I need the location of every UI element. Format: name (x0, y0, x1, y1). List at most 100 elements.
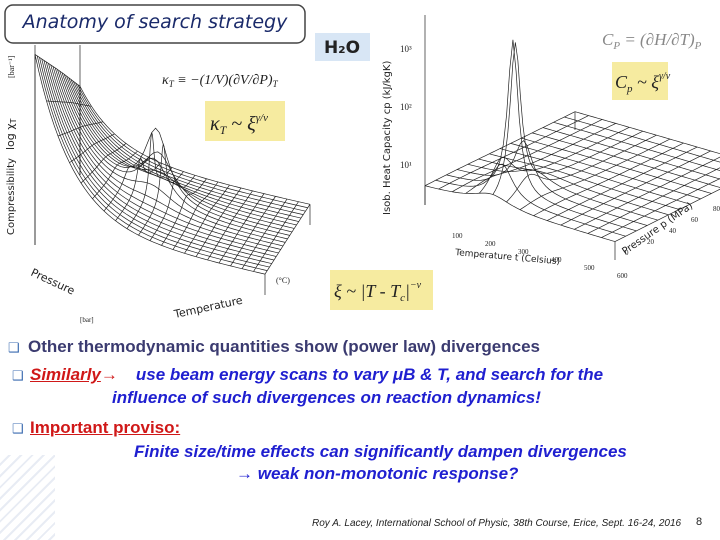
f-part: p (626, 83, 633, 95)
substance-box (315, 33, 370, 61)
mesh-line (184, 184, 230, 254)
body-text: use beam energy scans to vary μB & T, an… (135, 365, 604, 384)
decoration (0, 455, 55, 540)
f-part: κ (210, 113, 220, 135)
f-part: T (273, 79, 279, 89)
mesh-line (77, 84, 308, 209)
bullet: ❑ (12, 421, 24, 436)
mesh-line (70, 79, 302, 219)
formula-box (612, 62, 668, 100)
left-z-unit: [bar] (80, 316, 94, 324)
right-y-ticks: 10³ 10² 10¹ (400, 44, 412, 170)
left-y-symbol: log χT (4, 118, 18, 150)
left-y-symbol-sub: T (9, 118, 18, 124)
mesh-line (614, 188, 720, 242)
body-line: Finite size/time effects can significant… (134, 442, 627, 461)
y-tick-label: 10¹ (400, 160, 412, 170)
f-part: γ/ν (256, 112, 268, 124)
body-line: → weak non-monotonic response? (236, 464, 519, 483)
f-part: −ν (410, 280, 422, 291)
mesh-line (253, 201, 299, 272)
mesh-line (601, 178, 720, 238)
highlight: Similarly (30, 365, 101, 384)
left-x-label: Temperature (172, 294, 244, 321)
right-x-label: Temperature t (Celsius) (454, 248, 561, 267)
formula-box (598, 20, 713, 58)
x-tick-label: 300 (518, 248, 529, 256)
right-x-ticks: 100 200 300 400 500 600 (452, 232, 628, 280)
formula-kappa-scaling: κT ~ ξγ/ν (210, 112, 268, 137)
mesh-line (241, 198, 288, 269)
arrow: → (100, 365, 118, 384)
bullet: ❑ (8, 340, 20, 355)
f-part: c (400, 292, 405, 304)
bullet: ❑ (12, 368, 24, 383)
body-line: Important proviso: (30, 418, 181, 437)
body-line: Similarly→ use beam energy scans to vary … (30, 365, 603, 385)
y-tick-label: 10³ (400, 44, 412, 54)
footer-credit: Roy A. Lacey, International School of Ph… (312, 518, 682, 529)
formula-kappa-def: κT ≡ −(1/V)(∂V/∂P)T (162, 73, 279, 89)
mesh-line (207, 190, 253, 261)
mesh-line (510, 143, 701, 200)
f-part: = (∂H/∂T) (620, 30, 695, 49)
f-part: C (602, 30, 614, 49)
mesh-line (75, 82, 306, 212)
mesh-line (172, 181, 219, 250)
mesh-line (161, 178, 207, 246)
substance-label: H₂O (324, 38, 360, 58)
mesh-line (587, 167, 720, 234)
mesh-line (489, 153, 680, 210)
formula-xi-scaling: ξ ~ |T - Tc|−ν (334, 280, 422, 304)
f-part: T (220, 123, 228, 137)
slide-title: Anatomy of search strategy (21, 11, 288, 33)
left-y-symbol-main: log χ (4, 123, 17, 150)
x-tick-label: 100 (452, 232, 463, 240)
mesh-line (560, 150, 711, 226)
mesh-line (66, 75, 297, 226)
formula-cp-scaling: Cp ~ ξγ/ν (615, 71, 671, 95)
left-y-label: Compressibility (6, 158, 17, 235)
mesh-line (546, 146, 698, 221)
formula-box (205, 101, 285, 141)
y-tick-label: 10² (400, 102, 412, 112)
right-z-ticks: 0 20 40 60 80 (625, 205, 720, 257)
mesh-line (435, 163, 626, 237)
mesh-line (68, 77, 299, 222)
mesh-line (218, 193, 265, 264)
mesh-line (542, 127, 720, 180)
f-part: ξ ~ |T - T (334, 281, 402, 301)
mesh-line (574, 111, 720, 155)
f-part: P (694, 40, 702, 52)
left-x-unit: (°C) (276, 276, 290, 285)
z-tick-label: 20 (647, 238, 655, 246)
f-part: γ/ν (659, 71, 671, 82)
z-tick-label: 40 (669, 227, 677, 235)
left-y-unit: [bar⁻¹] (7, 56, 16, 79)
mesh-line (521, 137, 712, 194)
mesh-line (533, 142, 684, 216)
page-number: 8 (696, 516, 703, 528)
left-z-label: Pressure (29, 266, 77, 298)
mesh-line (478, 158, 669, 216)
mesh-line (230, 196, 276, 267)
f-part: ~ ξ (226, 113, 256, 135)
x-tick-label: 600 (617, 272, 628, 280)
mesh-line (72, 81, 304, 215)
formula-box (158, 62, 280, 96)
right-y-label: Isob. Heat Capacity cp (kJ/kgK) (382, 61, 393, 215)
z-tick-label: 0 (625, 249, 629, 257)
body-line: influence of such divergences on reactio… (112, 388, 541, 407)
x-tick-label: 400 (551, 256, 562, 264)
formula-cp-def: CP = (∂H/∂T)P (602, 30, 702, 52)
mesh-line (574, 156, 720, 230)
z-tick-label: 80 (713, 205, 720, 213)
mesh-line (149, 175, 196, 241)
title-box (4, 4, 306, 44)
right-surface (424, 15, 720, 260)
f-part: P (612, 40, 620, 52)
f-part: T (169, 79, 175, 89)
left-surface (34, 45, 311, 295)
mesh-line (79, 86, 311, 205)
